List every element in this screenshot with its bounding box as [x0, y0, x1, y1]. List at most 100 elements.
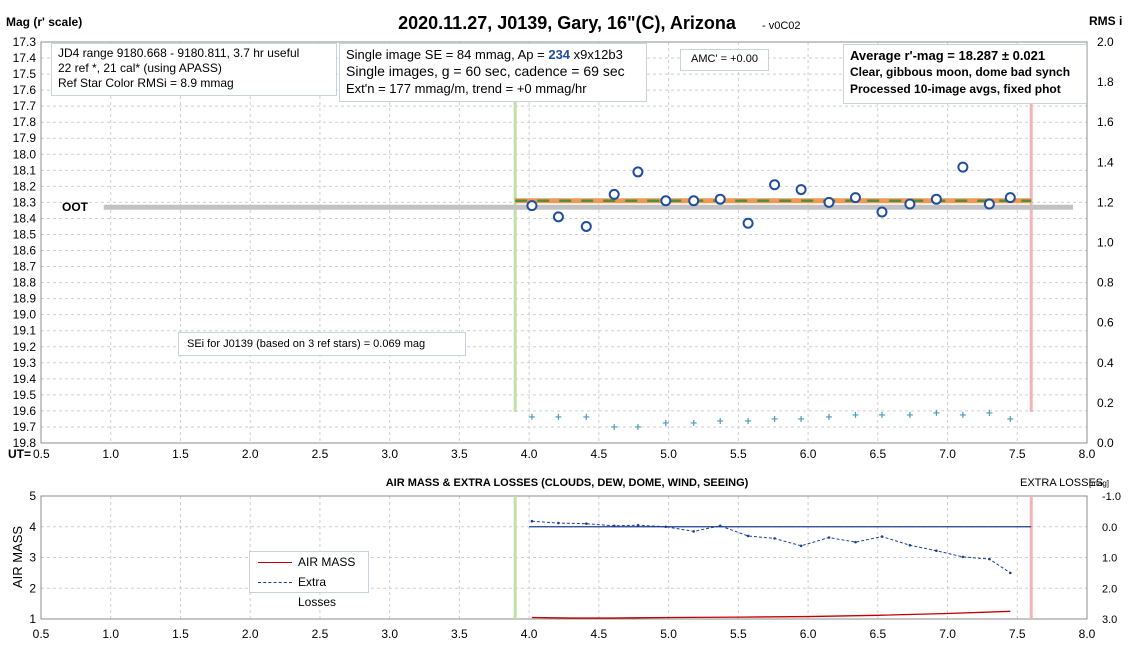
- top-y-tick-label: 19.0: [13, 308, 37, 322]
- magnitude-point: [580, 220, 592, 232]
- legend-airmass-label: AIR MASS: [298, 555, 356, 569]
- chart-title-suffix: - v0C02: [762, 20, 801, 32]
- rms-point: [906, 411, 913, 418]
- top-y-tick-label: 18.5: [13, 227, 37, 241]
- bottom-y2-tick-label: 0.0: [1102, 522, 1117, 534]
- bottom-y-tick-label: 3: [29, 551, 36, 565]
- extra-losses-point: [935, 549, 938, 553]
- info-se-line: Single image SE = 84 mmag, Ap = 234 x9x1…: [346, 46, 640, 63]
- top-y-tick-label: 19.3: [13, 356, 37, 370]
- top-x-tick-label: 7.5: [1009, 447, 1026, 461]
- extra-losses-point: [692, 530, 696, 533]
- top-y2-tick-label: 1.8: [1097, 75, 1114, 89]
- top-x-axis-label: UT=: [8, 447, 31, 461]
- info-exposure-line: Single images, g = 60 sec, cadence = 69 …: [346, 63, 625, 79]
- top-y-tick-label: 18.8: [13, 276, 37, 290]
- top-y-tick-label: 18.1: [13, 163, 37, 177]
- magnitude-point: [526, 200, 538, 212]
- bottom-x-tick-label: 3.5: [451, 627, 468, 641]
- top-y-tick-label: 19.2: [13, 340, 37, 354]
- top-y-tick-label: 17.3: [13, 35, 37, 49]
- bottom-x-tick-label: 7.0: [939, 627, 956, 641]
- top-x-tick-label: 1.0: [102, 447, 119, 461]
- chart-title: 2020.11.27, J0139, Gary, 16"(C), Arizona: [398, 13, 737, 33]
- top-y2-tick-label: 1.0: [1097, 236, 1114, 250]
- top-y-tick-label: 18.3: [13, 195, 37, 209]
- top-y-tick-label: 19.6: [13, 404, 37, 418]
- magnitude-point: [1004, 192, 1016, 204]
- legend: AIR MASS Extra Losses: [249, 551, 369, 609]
- conditions-line: Clear, gibbous moon, dome bad synch: [850, 65, 1071, 79]
- magnitude-point: [769, 179, 781, 191]
- average-mag-line: Average r'-mag = 18.287 ± 0.021: [850, 48, 1046, 63]
- magnitude-point: [632, 166, 644, 178]
- bottom-plot-frame: [40, 495, 1088, 620]
- rms-point: [825, 413, 832, 420]
- top-y2-axis-label: RMS i: [1089, 14, 1122, 28]
- magnitude-point: [823, 196, 835, 208]
- top-y-tick-label: 18.2: [13, 179, 37, 193]
- magnitude-point: [876, 206, 888, 218]
- info-se-text: Single image SE = 84 mmag, Ap =: [346, 47, 549, 62]
- rms-point: [771, 415, 778, 422]
- magnitude-point: [930, 193, 942, 205]
- bottom-x-tick-label: 2.0: [242, 627, 259, 641]
- top-x-tick-label: 5.5: [730, 447, 747, 461]
- magnitude-point: [795, 184, 807, 196]
- magnitude-point: [714, 193, 726, 205]
- top-x-tick-label: 3.5: [451, 447, 468, 461]
- info-aperture-value: 234: [548, 47, 571, 62]
- top-y-tick-label: 18.4: [13, 211, 37, 225]
- extra-losses-point: [664, 525, 668, 529]
- magnitude-point: [660, 195, 672, 207]
- top-x-tick-label: 2.0: [242, 447, 259, 461]
- top-y2-tick-label: 1.4: [1097, 155, 1114, 169]
- info-aperture-suffix: x9x12b3: [570, 47, 623, 62]
- info-box-range: JD4 range 9180.668 - 9180.811, 3.7 hr us…: [51, 43, 337, 96]
- legend-extra-swatch: [258, 582, 292, 583]
- top-x-tick-label: 2.5: [312, 447, 329, 461]
- top-x-tick-label: 6.0: [800, 447, 817, 461]
- top-y2-tick-label: 2.0: [1097, 35, 1114, 49]
- info-range-line: JD4 range 9180.668 - 9180.811, 3.7 hr us…: [58, 46, 300, 60]
- magnitude-point: [849, 192, 861, 204]
- info-box-single-image: Single image SE = 84 mmag, Ap = 234 x9x1…: [339, 43, 647, 102]
- rms-point: [690, 419, 697, 426]
- top-x-tick-label: 8.0: [1079, 447, 1096, 461]
- info-color-line: Ref Star Color RMSi = 8.9 mmag: [58, 76, 234, 90]
- extra-losses-point: [530, 519, 534, 523]
- bottom-x-tick-label: 2.5: [312, 627, 329, 641]
- magnitude-point: [688, 195, 700, 207]
- extra-losses-point: [636, 523, 640, 527]
- bottom-x-tick-label: 0.5: [33, 627, 50, 641]
- magnitude-point: [957, 161, 969, 173]
- extra-losses-point: [827, 536, 831, 539]
- legend-airmass-swatch: [258, 562, 292, 563]
- legend-extra-label: Extra Losses: [298, 575, 337, 609]
- magnitude-point: [904, 198, 916, 210]
- top-y2-tick-label: 0.6: [1097, 316, 1114, 330]
- top-y2-tick-label: 1.6: [1097, 115, 1114, 129]
- top-y2-tick-label: 0.2: [1097, 396, 1114, 410]
- magnitude-point: [608, 188, 620, 200]
- bottom-y-tick-label: 2: [29, 581, 36, 595]
- top-x-tick-label: 4.5: [591, 447, 608, 461]
- extra-losses-point: [908, 543, 912, 547]
- info-ref-line: 22 ref *, 21 cal* (using APASS): [58, 61, 222, 75]
- bottom-y-tick-label: 5: [29, 489, 36, 503]
- top-y-tick-label: 18.0: [13, 147, 37, 161]
- rms-point: [986, 409, 993, 416]
- top-y-tick-label: 19.7: [13, 420, 37, 434]
- extra-losses-point: [799, 544, 803, 548]
- bottom-x-tick-label: 1.0: [102, 627, 119, 641]
- rms-point: [717, 417, 724, 424]
- bottom-x-tick-label: 6.5: [869, 627, 886, 641]
- extra-losses-point: [880, 535, 884, 538]
- bottom-x-tick-label: 4.0: [521, 627, 538, 641]
- rms-point: [878, 411, 885, 418]
- magnitude-point: [983, 198, 995, 210]
- rms-point: [528, 413, 535, 420]
- top-x-tick-label: 0.5: [33, 447, 50, 461]
- bottom-y-tick-label: 1: [29, 612, 36, 626]
